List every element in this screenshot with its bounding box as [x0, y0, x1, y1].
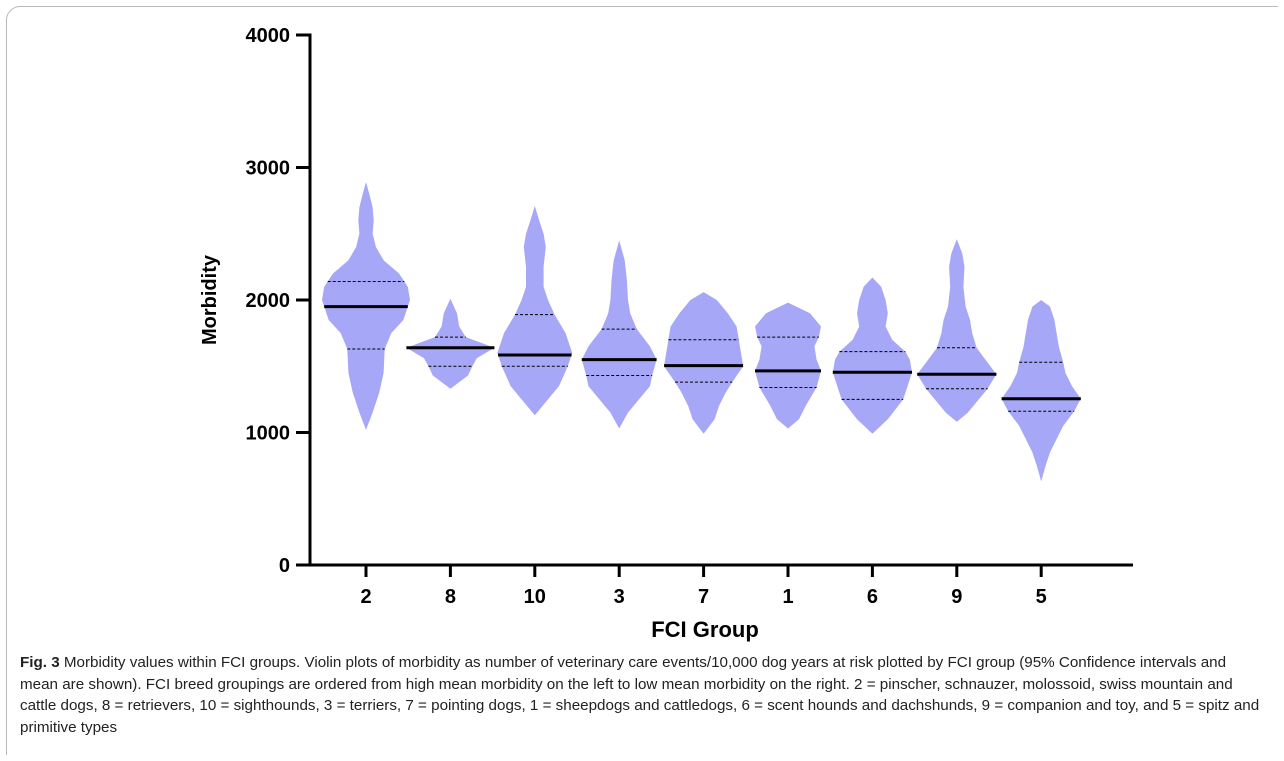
- x-tick-label: 1: [782, 586, 793, 608]
- x-tick-label: 2: [360, 586, 371, 608]
- x-tick-label: 10: [524, 586, 546, 608]
- violin-chart: 0 1000 2000 3000 4000 2 8 10 3 7 1 6 9 5 Morbidity FC…: [199, 25, 1133, 642]
- y-tick-label: 2000: [246, 290, 291, 312]
- violin-body: [581, 240, 657, 429]
- x-tick-label: 3: [614, 586, 625, 608]
- violin-group-9: [917, 239, 997, 422]
- y-axis-title: Morbidity: [199, 254, 221, 345]
- violin-group-2: [322, 182, 410, 430]
- violin-group-1: [755, 302, 821, 429]
- violin-body: [832, 277, 912, 434]
- violin-group-3: [581, 240, 657, 429]
- violin-group-10: [497, 205, 573, 416]
- chart-axes: 0 1000 2000 3000 4000 2 8 10 3 7 1 6 9 5: [246, 25, 1133, 608]
- violin-group-7: [664, 292, 744, 434]
- violin-series: [322, 182, 1081, 482]
- y-tick-label: 0: [279, 555, 290, 577]
- figure-caption: Fig. 3 Morbidity values within FCI group…: [20, 652, 1268, 738]
- violin-body: [406, 298, 495, 389]
- x-tick-label: 6: [867, 586, 878, 608]
- caption-label: Fig. 3: [20, 654, 60, 671]
- x-tick-label: 8: [445, 586, 456, 608]
- y-tick-label: 1000: [246, 423, 291, 445]
- violin-body: [1001, 300, 1081, 482]
- violin-body: [755, 302, 821, 429]
- violin-group-8: [406, 298, 495, 389]
- caption-text: Morbidity values within FCI groups. Viol…: [20, 654, 1260, 736]
- violin-body: [917, 239, 997, 422]
- violin-body: [497, 205, 573, 416]
- x-tick-label: 5: [1036, 586, 1047, 608]
- x-axis-title: FCI Group: [651, 617, 759, 642]
- violin-body: [664, 292, 744, 434]
- violin-group-5: [1001, 300, 1081, 482]
- figure-frame: [6, 6, 1278, 755]
- y-tick-label: 3000: [246, 158, 291, 180]
- x-tick-label: 7: [698, 586, 709, 608]
- y-tick-label: 4000: [246, 25, 291, 47]
- violin-group-6: [832, 277, 912, 434]
- x-tick-label: 9: [951, 586, 962, 608]
